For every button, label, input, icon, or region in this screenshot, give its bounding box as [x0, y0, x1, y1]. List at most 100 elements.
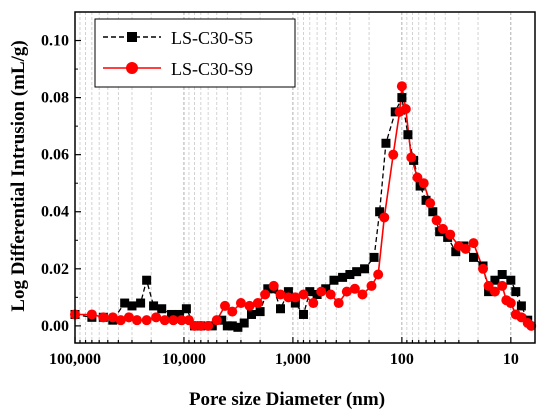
y-tick-label: 0.00	[41, 318, 69, 335]
data-point-s9	[460, 243, 471, 254]
data-point-s9	[211, 315, 222, 326]
data-point-s5	[516, 301, 526, 311]
data-point-s9	[115, 315, 126, 326]
data-point-s5	[428, 207, 438, 217]
data-point-s9	[123, 312, 134, 323]
data-point-s9	[396, 81, 407, 92]
data-point-s9	[357, 289, 368, 300]
data-point-s9	[107, 312, 118, 323]
x-tick-label: 100	[390, 351, 414, 368]
data-point-s9	[373, 269, 384, 280]
data-point-s9	[168, 315, 179, 326]
data-point-s9	[283, 292, 294, 303]
data-point-s9	[141, 315, 152, 326]
data-point-s5	[227, 321, 237, 331]
data-point-s9	[260, 289, 271, 300]
data-point-s9	[431, 215, 442, 226]
data-point-s5	[127, 301, 137, 311]
data-point-s9	[489, 286, 500, 297]
data-point-s5	[246, 309, 256, 319]
data-point-s9	[316, 286, 327, 297]
y-axis: 0.00 0.02 0.04 0.06 0.08 0.10	[41, 33, 81, 335]
data-point-s5	[403, 130, 413, 140]
data-point-s5	[329, 275, 339, 285]
data-point-s5	[290, 298, 300, 308]
data-point-s9	[497, 280, 508, 291]
data-point-s9	[98, 312, 109, 323]
data-point-s5	[174, 309, 184, 319]
data-point-s9	[325, 289, 336, 300]
data-point-s5	[397, 93, 407, 103]
data-point-s9	[526, 320, 537, 331]
data-point-s9	[290, 292, 301, 303]
data-point-s5	[321, 284, 331, 294]
data-point-s9	[388, 149, 399, 160]
data-point-s9	[86, 309, 97, 320]
data-point-s5	[233, 322, 243, 332]
x-tick-label: 1,000	[275, 351, 311, 368]
data-point-s9	[220, 300, 231, 311]
data-point-s9	[379, 212, 390, 223]
data-point-s9	[131, 315, 142, 326]
data-point-s9	[333, 298, 344, 309]
data-point-s5	[136, 298, 146, 308]
data-point-s9	[445, 229, 456, 240]
data-point-s5	[222, 321, 232, 331]
legend-marker-s5	[127, 32, 137, 42]
data-point-s5	[239, 318, 249, 328]
data-point-s9	[478, 263, 489, 274]
data-point-s5	[511, 287, 521, 297]
data-point-s5	[352, 267, 362, 277]
data-point-s5	[181, 304, 191, 314]
data-point-s5	[469, 252, 479, 262]
y-tick-label: 0.04	[41, 204, 69, 221]
data-point-s5	[506, 275, 516, 285]
data-point-s5	[360, 264, 370, 274]
data-point-s9	[437, 223, 448, 234]
data-point-s5	[451, 247, 461, 257]
data-point-s5	[142, 275, 152, 285]
data-point-s5	[421, 195, 431, 205]
data-point-s9	[235, 298, 246, 309]
x-tick-label: 10	[503, 351, 519, 368]
data-point-s9	[308, 298, 319, 309]
data-point-s5	[490, 275, 500, 285]
legend-box	[94, 18, 296, 88]
data-point-s5	[312, 289, 322, 299]
data-point-s5	[255, 307, 265, 317]
data-point-s9	[505, 298, 516, 309]
data-point-s9	[298, 289, 309, 300]
data-point-s5	[375, 207, 385, 217]
y-tick-label: 0.08	[41, 90, 69, 107]
x-tick-label: 100,000	[49, 351, 101, 368]
data-point-s9	[244, 300, 255, 311]
data-point-s5	[484, 287, 494, 297]
data-point-s9	[203, 320, 214, 331]
data-point-s9	[252, 298, 263, 309]
y-tick-label: 0.10	[41, 33, 69, 50]
data-point-s5	[167, 309, 177, 319]
data-point-s9	[418, 178, 429, 189]
x-axis-title: Pore size Diameter (nm)	[189, 389, 385, 410]
data-point-s5	[120, 298, 130, 308]
legend-label-s5: LS-C30-S5	[171, 28, 253, 48]
data-point-s5	[369, 252, 379, 262]
data-point-s5	[497, 270, 507, 280]
data-point-s9	[400, 104, 411, 115]
plot-frame	[74, 11, 536, 344]
legend-marker-s9	[126, 62, 138, 74]
data-point-s9	[275, 289, 286, 300]
data-point-s9	[227, 306, 238, 317]
data-point-s5	[381, 138, 391, 148]
data-point-s9	[341, 286, 352, 297]
data-point-s9	[406, 152, 417, 163]
data-point-s5	[157, 304, 167, 314]
data-point-s5	[338, 272, 348, 282]
x-tick-label: 10,000	[162, 351, 206, 368]
legend-label-s9: LS-C30-S9	[171, 59, 253, 79]
data-point-s5	[298, 309, 308, 319]
y-tick-label: 0.02	[41, 261, 69, 278]
y-axis-title: Log Differential Intrusion (mL/g)	[8, 40, 29, 311]
data-point-s9	[425, 198, 436, 209]
